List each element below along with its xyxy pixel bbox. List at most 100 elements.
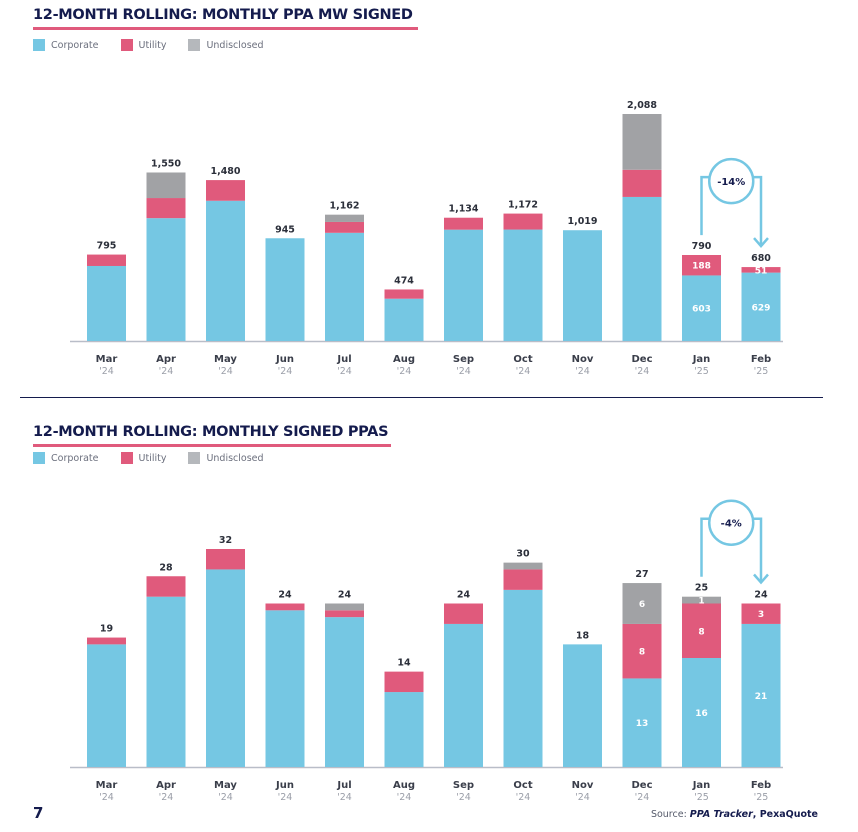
x-tick-label-year: '24	[635, 366, 650, 377]
bar-segment-corporate	[682, 658, 721, 767]
segment-label: 21	[755, 692, 768, 702]
bar-segment-utility	[503, 213, 543, 230]
bar-segment-undisclosed	[146, 172, 186, 199]
x-tick-label-year: '25	[694, 366, 709, 377]
x-tick-label-month: Mar	[96, 354, 118, 365]
bar-segment-corporate	[87, 265, 126, 341]
legend-swatch-corporate	[33, 39, 45, 51]
source-tracker: PPA Tracker	[689, 809, 753, 820]
total-label: 30	[516, 549, 530, 560]
bar-segment-corporate	[146, 596, 186, 767]
bar-segment-utility	[682, 603, 721, 658]
source-note: Source: PPA Tracker, PexaQuote	[651, 809, 818, 820]
bar-segment-corporate	[206, 200, 245, 341]
legend-swatch-undisclosed	[188, 39, 201, 51]
x-tick-label-month: May	[214, 354, 237, 365]
x-tick-label-year: '24	[278, 366, 293, 377]
bar-segment-utility	[265, 603, 305, 611]
bar-segment-utility	[146, 576, 186, 597]
x-tick-label-year: '24	[218, 366, 233, 377]
section-divider	[20, 397, 823, 398]
chart1-legend: Corporate Utility Undisclosed	[33, 39, 286, 51]
source-prefix: Source:	[650, 809, 690, 820]
x-tick-label-year: '24	[397, 792, 412, 800]
legend-label-utility: Utility	[138, 452, 167, 464]
total-label: 1,162	[329, 201, 359, 212]
x-tick-label-month: Apr	[156, 780, 176, 791]
bar-segment-corporate	[325, 617, 364, 767]
bar-segment-undisclosed	[325, 603, 364, 611]
annotation-connector-left	[700, 175, 710, 236]
total-label: 790	[692, 241, 712, 252]
x-tick-label-month: Nov	[572, 354, 594, 365]
x-tick-label-year: '24	[456, 792, 471, 800]
total-label: 795	[97, 241, 117, 252]
chart2-plot: 19Mar'2428Apr'2432May'2424Jun'2424Jul'24…	[70, 499, 783, 800]
total-label: 1,550	[151, 158, 181, 169]
x-tick-label-year: '24	[99, 792, 114, 800]
annotation-circle	[708, 499, 755, 546]
legend-label-corporate: Corporate	[51, 39, 99, 51]
x-tick-label-month: Nov	[572, 780, 594, 791]
segment-label: 8	[639, 648, 645, 658]
x-tick-label-month: Apr	[156, 354, 176, 365]
x-tick-label-year: '24	[278, 792, 293, 800]
legend-item-undisclosed: Undisclosed	[188, 39, 264, 51]
x-tick-label-year: '25	[754, 366, 769, 377]
x-tick-label-month: Jul	[336, 780, 351, 791]
bar-segment-utility	[741, 267, 781, 273]
x-tick-label-month: Feb	[751, 354, 771, 365]
bar-segment-undisclosed	[325, 214, 364, 222]
annotation-connector-right	[753, 517, 763, 582]
bar-segment-corporate	[444, 229, 483, 341]
chart2-legend: Corporate Utility Undisclosed	[33, 452, 286, 464]
total-label: 680	[751, 253, 771, 264]
bar-segment-undisclosed	[682, 596, 721, 604]
x-tick-label-year: '24	[159, 792, 174, 800]
legend-item-corporate: Corporate	[33, 39, 99, 51]
total-label: 24	[278, 590, 292, 601]
x-tick-label-year: '24	[218, 792, 233, 800]
legend-item-utility: Utility	[120, 39, 166, 51]
bar-segment-corporate	[682, 275, 721, 341]
bar-segment-corporate	[146, 218, 186, 341]
x-tick-label-year: '24	[456, 366, 471, 377]
legend-item-corporate: Corporate	[33, 452, 99, 464]
x-tick-label-year: '24	[99, 366, 114, 377]
x-tick-label-month: Mar	[96, 780, 118, 791]
bar-segment-corporate	[325, 232, 364, 341]
x-tick-label-year: '24	[635, 792, 650, 800]
bar-segment-corporate	[503, 229, 543, 341]
x-tick-label-month: Jul	[336, 354, 351, 365]
x-tick-label-month: Aug	[393, 780, 415, 791]
x-tick-label-year: '25	[754, 792, 769, 800]
segment-label: 3	[758, 610, 764, 620]
legend-swatch-corporate	[33, 452, 45, 464]
total-label: 27	[635, 569, 648, 580]
annotation-change-label: -4%	[721, 519, 742, 530]
bar-segment-utility	[206, 180, 245, 201]
bar-segment-utility	[444, 217, 483, 230]
total-label: 24	[338, 590, 352, 601]
legend-item-utility: Utility	[120, 452, 167, 464]
segment-label: 8	[698, 627, 704, 637]
segment-label: 1	[698, 597, 704, 607]
bar-segment-utility	[622, 169, 662, 197]
legend-item-undisclosed: Undisclosed	[188, 452, 264, 464]
bar-segment-corporate	[741, 272, 781, 341]
legend-swatch-utility	[120, 39, 133, 51]
x-tick-label-month: Jun	[275, 354, 294, 365]
bar-segment-utility	[87, 254, 126, 266]
x-tick-label-month: Dec	[631, 354, 652, 365]
chart2-title: 12-MONTH ROLLING: MONTHLY SIGNED PPAS	[33, 424, 389, 440]
arrow-down-icon	[753, 237, 769, 248]
total-label: 1,480	[210, 166, 240, 177]
segment-label: 51	[755, 266, 768, 276]
bar-segment-corporate	[741, 623, 781, 767]
x-tick-label-year: '25	[694, 792, 709, 800]
x-tick-label-month: Jan	[692, 780, 711, 791]
segment-label: 603	[692, 305, 711, 315]
segment-label: 13	[636, 719, 649, 729]
x-tick-label-year: '24	[575, 792, 590, 800]
page-number: 7	[33, 804, 44, 822]
